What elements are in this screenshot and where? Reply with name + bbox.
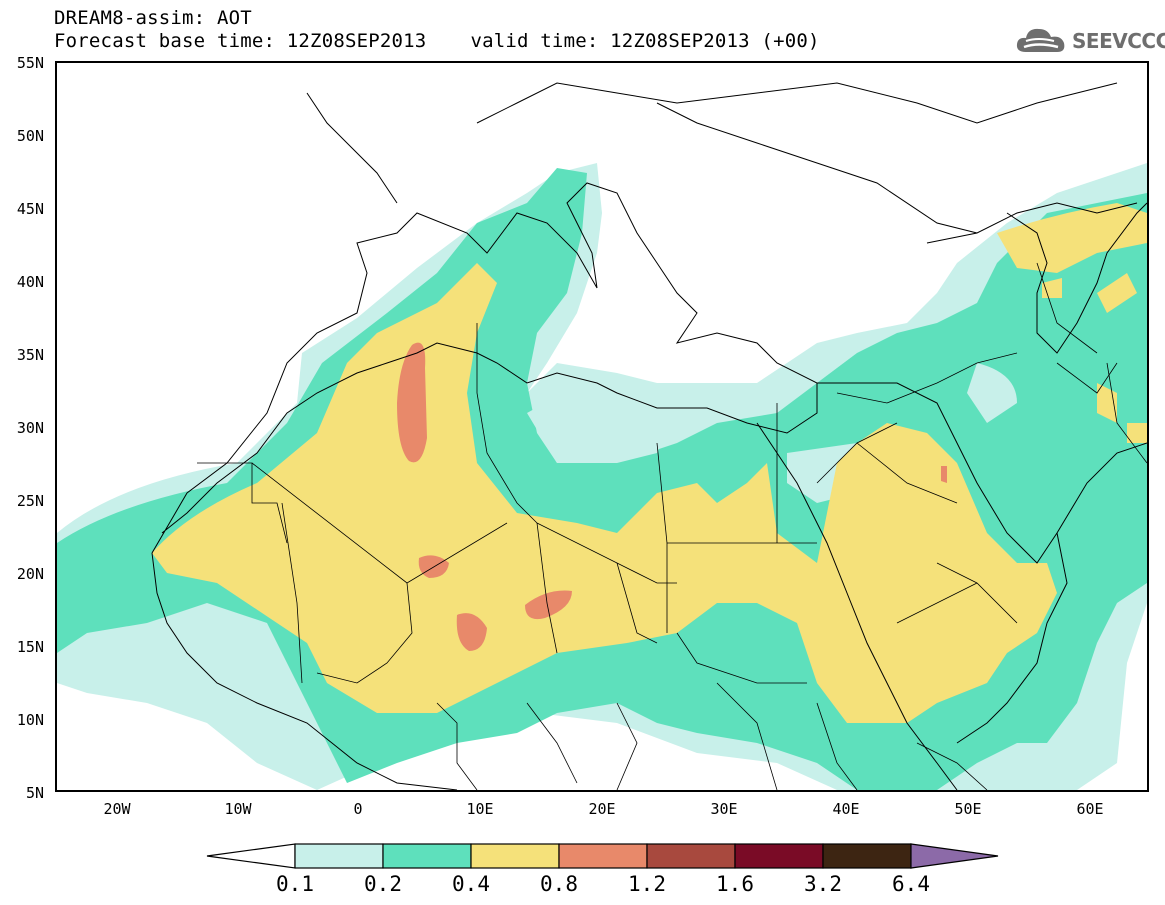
map-title: DREAM8-assim: AOT [54, 7, 252, 29]
colorbar-label: 1.2 [628, 872, 666, 896]
colorbar-swatch [470, 843, 560, 869]
seevccc-logo: SEEVCCC [1014, 22, 1165, 58]
lon-label: 10W [224, 800, 252, 818]
lon-label: 30E [710, 800, 738, 818]
time-info: Forecast base time: 12Z08SEP2013 valid ti… [54, 31, 820, 51]
lat-label: 5N [25, 784, 44, 802]
colorbar-label: 0.8 [540, 872, 578, 896]
lat-label: 25N [16, 492, 44, 510]
colorbar-swatch [734, 843, 824, 869]
logo-text: SEEVCCC [1072, 29, 1165, 53]
colorbar-label: 0.4 [452, 872, 490, 896]
colorbar-swatch [382, 843, 472, 869]
lon-label: 20W [103, 800, 131, 818]
lat-label: 45N [16, 200, 44, 218]
cloud-icon [1016, 28, 1065, 52]
lat-label: 15N [16, 638, 44, 656]
aot-map [55, 61, 1149, 792]
aot-band-0.8 [397, 342, 947, 651]
lat-label: 10N [16, 711, 44, 729]
valid-time: valid time: 12Z08SEP2013 (+00) [470, 30, 820, 52]
colorbar-swatch [646, 843, 736, 869]
colorbar-over-arrow [910, 843, 999, 869]
lat-label: 30N [16, 419, 44, 437]
lat-label: 55N [16, 54, 44, 72]
borders [197, 262, 1147, 790]
colorbar-swatch [558, 843, 648, 869]
colorbar-label: 1.6 [716, 872, 754, 896]
lon-label: 10E [466, 800, 494, 818]
colorbar-label: 6.4 [892, 872, 930, 896]
lon-label: 50E [954, 800, 982, 818]
lat-label: 50N [16, 127, 44, 145]
colorbar-label: 0.1 [276, 872, 314, 896]
colorbar-under-arrow [206, 843, 296, 869]
lon-label: 20E [588, 800, 616, 818]
lat-label: 20N [16, 565, 44, 583]
colorbar-label: 0.2 [364, 872, 402, 896]
colorbar-swatch [294, 843, 384, 869]
colorbar-label: 3.2 [804, 872, 842, 896]
lon-label: 40E [832, 800, 860, 818]
lat-label: 35N [16, 346, 44, 364]
lon-label: 60E [1076, 800, 1104, 818]
colorbar [206, 843, 999, 869]
colorbar-swatch [822, 843, 912, 869]
map-canvas [57, 82, 1147, 790]
coastlines [151, 82, 1147, 790]
base-time: Forecast base time: 12Z08SEP2013 [54, 30, 427, 52]
lat-label: 40N [16, 273, 44, 291]
lon-label: 0 [353, 800, 363, 818]
